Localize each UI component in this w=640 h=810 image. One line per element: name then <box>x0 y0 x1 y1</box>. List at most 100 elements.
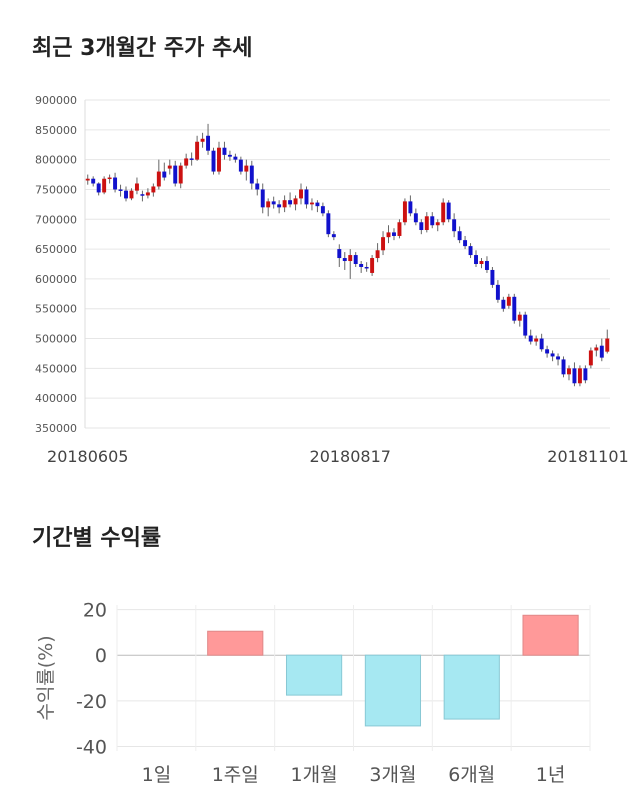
price-candle <box>145 188 150 199</box>
price-candle <box>244 159 249 181</box>
price-candle <box>167 159 172 175</box>
returns-bar <box>443 654 500 720</box>
price-candle <box>113 172 118 193</box>
price-y-tick: 800000 <box>35 154 77 167</box>
price-candle <box>463 235 468 250</box>
price-candle <box>200 132 205 148</box>
price-candle <box>588 347 593 369</box>
price-y-tick: 550000 <box>35 303 77 316</box>
price-candle <box>452 213 457 238</box>
price-y-tick: 900000 <box>35 94 77 107</box>
price-candle <box>457 226 462 244</box>
price-candle <box>238 156 243 175</box>
price-candle <box>309 198 314 211</box>
price-candle <box>468 243 473 259</box>
price-candle <box>402 198 407 226</box>
price-candle <box>337 244 342 267</box>
price-grid <box>84 99 610 429</box>
price-candle <box>572 362 577 387</box>
price-candle <box>567 365 571 381</box>
price-candle <box>156 159 161 190</box>
price-candle <box>233 153 238 163</box>
price-candle <box>342 252 347 270</box>
returns-y-tick: -20 <box>76 691 107 713</box>
price-candle <box>424 212 429 233</box>
price-candle <box>430 212 435 229</box>
returns-x-tick: 1년 <box>536 764 566 786</box>
price-candle <box>255 178 260 196</box>
price-y-tick: 450000 <box>35 362 77 375</box>
price-candles <box>85 123 610 387</box>
price-candle <box>178 162 183 189</box>
price-y-tick: 500000 <box>35 333 77 346</box>
price-candle <box>320 202 325 217</box>
price-candle <box>277 200 282 214</box>
returns-x-tick: 1일 <box>142 764 172 786</box>
price-candle <box>534 335 539 346</box>
returns-x-tick: 1주일 <box>212 764 259 786</box>
price-y-tick: 350000 <box>35 422 77 435</box>
price-candle <box>227 150 232 161</box>
price-candle <box>173 160 178 187</box>
price-candle <box>375 243 380 263</box>
price-candle <box>594 344 599 357</box>
returns-bar <box>522 614 579 656</box>
price-candle <box>577 365 582 387</box>
price-trend-chart: 900000 850000 800000 750000 700000 650000 6000… <box>35 94 629 466</box>
price-x-tick: 20180605 <box>47 447 128 466</box>
price-candle <box>419 219 424 235</box>
price-candle <box>556 353 561 366</box>
price-candle <box>304 186 309 209</box>
price-candle <box>512 293 517 324</box>
price-candle <box>217 141 221 175</box>
price-candle <box>129 188 134 201</box>
returns-bars <box>207 614 579 727</box>
returns-chart-title: 기간별 수익률 <box>32 526 162 551</box>
price-candle <box>441 198 446 226</box>
price-candle <box>184 153 189 169</box>
price-y-tick: 700000 <box>35 213 77 226</box>
price-candle <box>140 190 145 202</box>
price-candle <box>96 182 101 196</box>
price-candle <box>550 350 555 362</box>
price-candle <box>517 311 522 327</box>
price-x-tick: 20180817 <box>310 447 391 466</box>
price-candle <box>506 293 511 309</box>
returns-bar <box>207 630 264 656</box>
price-candle <box>222 141 227 160</box>
price-candle <box>189 152 194 166</box>
price-candle <box>266 198 271 217</box>
price-candle <box>528 329 533 345</box>
price-candle <box>107 174 112 184</box>
price-candle <box>539 333 544 352</box>
price-candle <box>249 160 254 190</box>
price-y-tick: 850000 <box>35 124 77 137</box>
price-candle <box>118 184 123 197</box>
price-candle <box>435 219 440 232</box>
price-candle <box>446 200 451 223</box>
price-candle <box>326 210 331 238</box>
price-candle <box>85 174 90 185</box>
price-candle <box>299 183 303 205</box>
returns-y-axis: 20 0 -20 -40 <box>76 600 107 759</box>
price-candle <box>91 176 96 187</box>
returns-x-tick: 1개월 <box>291 764 338 786</box>
price-candle <box>293 195 298 211</box>
price-candle <box>484 256 489 273</box>
price-candle <box>102 176 107 195</box>
price-candle <box>474 250 478 267</box>
price-candle <box>211 147 216 175</box>
price-candle <box>206 123 211 155</box>
returns-x-tick: 3개월 <box>369 764 416 786</box>
price-candle <box>260 183 265 214</box>
returns-y-tick: 0 <box>95 645 107 667</box>
returns-bar <box>285 654 343 696</box>
returns-x-axis: 1일 1주일 1개월 3개월 6개월 1년 <box>142 764 566 786</box>
price-candle <box>348 249 353 279</box>
price-candle <box>605 329 610 354</box>
price-x-tick: 20181101 <box>547 447 628 466</box>
price-candle <box>490 266 495 288</box>
price-candle <box>397 219 402 239</box>
price-candle <box>353 252 358 267</box>
returns-y-tick: -40 <box>76 736 107 758</box>
